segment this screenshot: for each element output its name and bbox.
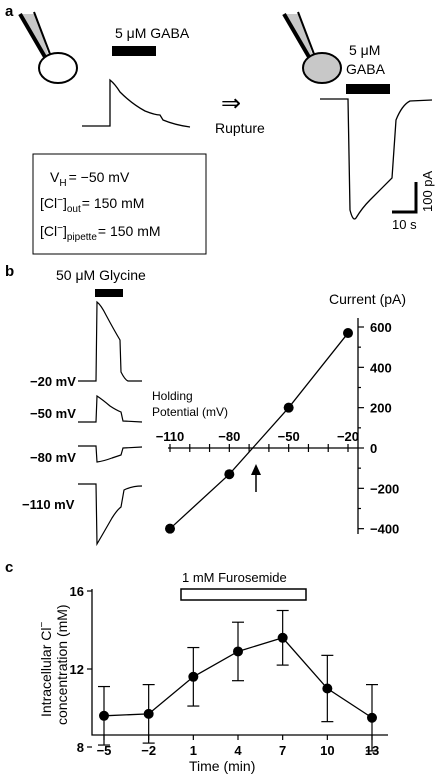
- iv-y-tick-label: 400: [370, 360, 392, 375]
- c-ylabel-line2: concentration (mM): [54, 604, 70, 725]
- cl-pipette-condition: [Cl−]pipette= 150 mM: [40, 223, 161, 243]
- gaba-bar-right: [346, 84, 390, 94]
- gaba-label-right-line2: GABA: [346, 61, 386, 77]
- glycine-label: 50 μM Glycine: [56, 267, 146, 283]
- iv-ylabel: Current (pA): [329, 291, 406, 307]
- trace-label: −50 mV: [30, 406, 76, 421]
- trace-minus-50: [78, 394, 143, 423]
- trace-label: −80 mV: [30, 450, 76, 465]
- c-x-tick-label: 1: [190, 743, 197, 758]
- c-xlabel: Time (min): [189, 758, 255, 774]
- iv-y-tick-label: −400: [370, 522, 399, 537]
- c-x-tick-label: 7: [279, 743, 286, 758]
- reversal-potential-arrow-icon: [251, 464, 261, 492]
- c-ticks: −5−2147101381216: [70, 584, 380, 758]
- cl-out-condition: [Cl−]out= 150 mM: [40, 195, 144, 215]
- conditions-box: [32, 153, 207, 255]
- trace-label: −20 mV: [30, 374, 76, 389]
- iv-plot: [165, 328, 353, 534]
- iv-series-line: [169, 332, 349, 530]
- scale-time-label: 10 s: [392, 217, 417, 232]
- vh-condition: VH = −50 mV: [50, 169, 130, 189]
- iv-x-tick-label: −80: [218, 429, 240, 444]
- iv-data-point: [343, 328, 353, 339]
- trace-label: −110 mV: [22, 497, 75, 512]
- scale-bar: [392, 182, 418, 214]
- c-plot: [98, 609, 378, 752]
- iv-y-tick-label: 0: [370, 441, 377, 456]
- c-data-point: [277, 632, 288, 643]
- iv-xlabel-line1: Holding: [152, 389, 193, 403]
- c-x-tick-label: 4: [234, 743, 242, 758]
- glycine-bar: [95, 289, 123, 297]
- furosemide-label: 1 mM Furosemide: [182, 570, 287, 585]
- iv-y-tick-label: −200: [370, 481, 399, 496]
- trace-whole-cell: [320, 98, 433, 220]
- c-x-tick-label: −5: [97, 743, 112, 758]
- iv-data-point: [283, 402, 294, 413]
- iv-x-tick-label: −110: [156, 429, 185, 444]
- c-data-point: [233, 646, 243, 657]
- scale-current-label: 100 pA: [420, 170, 435, 212]
- c-data-point: [322, 683, 333, 694]
- c-data-point: [188, 671, 199, 682]
- gaba-bar-left: [112, 46, 156, 56]
- rupture-arrow-icon: ⇒: [221, 90, 241, 117]
- iv-xlabel-line2: Potential (mV): [152, 405, 228, 419]
- c-y-tick-label: 8: [77, 740, 84, 755]
- iv-data-point: [224, 469, 235, 480]
- iv-ticks: −110 −80 −50 −20 600 400 200 0 −200 −400: [156, 320, 400, 537]
- iv-data-point: [165, 523, 175, 534]
- c-x-tick-label: −2: [141, 743, 156, 758]
- c-x-tick-label: 10: [320, 743, 334, 758]
- iv-y-tick-label: 200: [370, 401, 392, 416]
- c-axes: [91, 589, 388, 736]
- trace-minus-20: [78, 300, 142, 382]
- trace-cell-attached: [82, 78, 191, 128]
- rupture-label: Rupture: [215, 120, 265, 136]
- iv-x-tick-label: −50: [278, 429, 300, 444]
- iv-y-tick-label: 600: [370, 320, 392, 335]
- gaba-label-right-line1: 5 μM: [349, 42, 380, 58]
- c-ylabel-line1: Intracellular Cl−: [37, 622, 54, 717]
- c-y-tick-label: 16: [70, 584, 84, 599]
- pipette-cell-attached-icon: [18, 11, 78, 84]
- iv-x-tick-label: −20: [337, 429, 359, 444]
- c-y-tick-label: 12: [70, 662, 84, 677]
- panel-c-letter: c: [5, 559, 13, 576]
- furosemide-bar: [180, 588, 307, 601]
- panel-b-letter: b: [5, 263, 14, 280]
- panel-a-letter: a: [5, 3, 14, 20]
- trace-minus-80: [78, 445, 143, 463]
- trace-minus-110: [78, 483, 143, 547]
- c-data-point: [143, 708, 154, 719]
- c-data-point: [99, 710, 109, 721]
- c-data-point: [367, 712, 377, 723]
- gaba-label-left: 5 μM GABA: [115, 25, 190, 41]
- pipette-whole-cell-icon: [282, 11, 342, 84]
